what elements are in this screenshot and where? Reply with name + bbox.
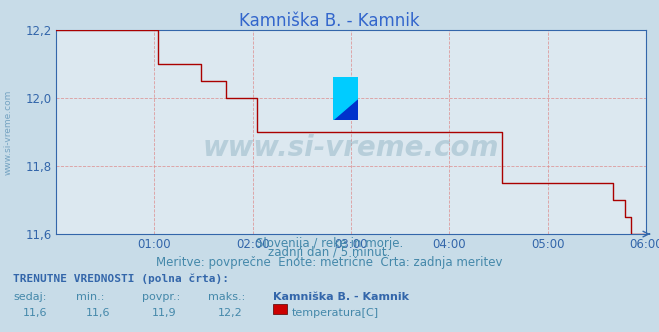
Text: zadnji dan / 5 minut.: zadnji dan / 5 minut. bbox=[268, 246, 391, 259]
Text: povpr.:: povpr.: bbox=[142, 292, 180, 302]
Text: www.si-vreme.com: www.si-vreme.com bbox=[203, 134, 499, 162]
Text: 11,9: 11,9 bbox=[152, 308, 176, 318]
Text: TRENUTNE VREDNOSTI (polna črta):: TRENUTNE VREDNOSTI (polna črta): bbox=[13, 274, 229, 285]
Text: Slovenija / reke in morje.: Slovenija / reke in morje. bbox=[256, 237, 403, 250]
Bar bbox=[333, 77, 358, 98]
Text: maks.:: maks.: bbox=[208, 292, 245, 302]
Text: temperatura[C]: temperatura[C] bbox=[292, 308, 379, 318]
Text: www.si-vreme.com: www.si-vreme.com bbox=[4, 90, 13, 176]
Text: 12,2: 12,2 bbox=[217, 308, 243, 318]
Text: Kamniška B. - Kamnik: Kamniška B. - Kamnik bbox=[239, 12, 420, 30]
Text: 11,6: 11,6 bbox=[86, 308, 110, 318]
Text: min.:: min.: bbox=[76, 292, 104, 302]
Text: Kamniška B. - Kamnik: Kamniška B. - Kamnik bbox=[273, 292, 409, 302]
Bar bbox=[333, 98, 358, 120]
Text: Meritve: povprečne  Enote: metrične  Črta: zadnja meritev: Meritve: povprečne Enote: metrične Črta:… bbox=[156, 254, 503, 269]
Text: sedaj:: sedaj: bbox=[13, 292, 47, 302]
Text: 11,6: 11,6 bbox=[23, 308, 47, 318]
Polygon shape bbox=[333, 77, 358, 120]
